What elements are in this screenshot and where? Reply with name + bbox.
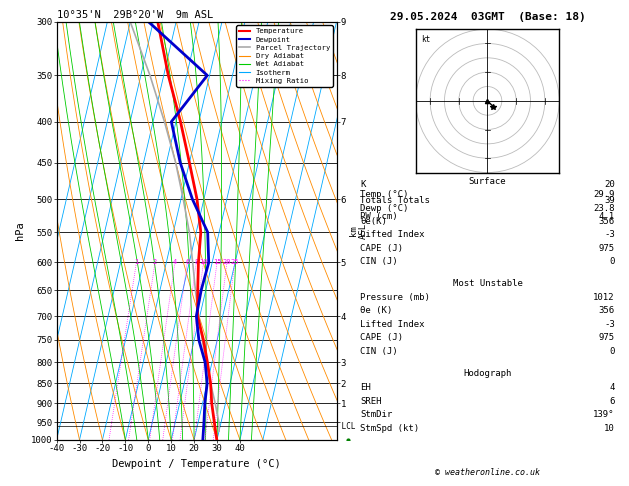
Text: 356: 356 xyxy=(599,217,615,226)
Text: -3: -3 xyxy=(604,320,615,329)
Y-axis label: km
ASL: km ASL xyxy=(349,223,368,239)
Text: 39: 39 xyxy=(604,196,615,205)
Text: StmDir: StmDir xyxy=(360,410,392,419)
Text: 20: 20 xyxy=(604,180,615,189)
Text: Lifted Index: Lifted Index xyxy=(360,320,425,329)
Text: 29.9: 29.9 xyxy=(593,191,615,199)
Text: θe(K): θe(K) xyxy=(360,217,387,226)
Text: 23.8: 23.8 xyxy=(593,204,615,213)
Text: SREH: SREH xyxy=(360,397,382,406)
Text: 1: 1 xyxy=(135,260,138,265)
X-axis label: Dewpoint / Temperature (°C): Dewpoint / Temperature (°C) xyxy=(112,459,281,469)
Text: 4: 4 xyxy=(610,383,615,392)
Text: 975: 975 xyxy=(599,333,615,342)
Text: 10: 10 xyxy=(604,424,615,433)
Y-axis label: hPa: hPa xyxy=(15,222,25,240)
Text: 0: 0 xyxy=(610,347,615,356)
Text: kt: kt xyxy=(421,35,431,44)
Text: EH: EH xyxy=(360,383,371,392)
Text: 2: 2 xyxy=(153,260,157,265)
Text: Totals Totals: Totals Totals xyxy=(360,196,430,205)
Text: 15: 15 xyxy=(213,260,221,265)
Text: Surface: Surface xyxy=(469,177,506,186)
Text: Most Unstable: Most Unstable xyxy=(452,279,523,288)
Text: θe (K): θe (K) xyxy=(360,306,392,315)
Text: 4: 4 xyxy=(173,260,177,265)
Text: 29.05.2024  03GMT  (Base: 18): 29.05.2024 03GMT (Base: 18) xyxy=(389,12,586,22)
Text: LCL: LCL xyxy=(337,422,355,431)
Text: StmSpd (kt): StmSpd (kt) xyxy=(360,424,420,433)
Text: 6: 6 xyxy=(185,260,189,265)
Text: CAPE (J): CAPE (J) xyxy=(360,333,403,342)
Text: 10°35'N  29B°20'W  9m ASL: 10°35'N 29B°20'W 9m ASL xyxy=(57,10,213,20)
Text: 975: 975 xyxy=(599,243,615,253)
Text: CAPE (J): CAPE (J) xyxy=(360,243,403,253)
Text: 8: 8 xyxy=(194,260,198,265)
Text: Temp (°C): Temp (°C) xyxy=(360,191,409,199)
Text: Hodograph: Hodograph xyxy=(464,369,511,378)
Text: 25: 25 xyxy=(231,260,239,265)
Text: 0: 0 xyxy=(610,257,615,266)
Text: K: K xyxy=(360,180,365,189)
Text: PW (cm): PW (cm) xyxy=(360,212,398,221)
Text: 4.1: 4.1 xyxy=(599,212,615,221)
Text: 139°: 139° xyxy=(593,410,615,419)
Text: Dewp (°C): Dewp (°C) xyxy=(360,204,409,213)
Text: Lifted Index: Lifted Index xyxy=(360,230,425,239)
Text: © weatheronline.co.uk: © weatheronline.co.uk xyxy=(435,468,540,477)
Text: -3: -3 xyxy=(604,230,615,239)
Text: CIN (J): CIN (J) xyxy=(360,257,398,266)
Text: 356: 356 xyxy=(599,306,615,315)
Text: CIN (J): CIN (J) xyxy=(360,347,398,356)
Text: 20: 20 xyxy=(223,260,231,265)
Text: 1012: 1012 xyxy=(593,293,615,302)
Legend: Temperature, Dewpoint, Parcel Trajectory, Dry Adiabat, Wet Adiabat, Isotherm, Mi: Temperature, Dewpoint, Parcel Trajectory… xyxy=(236,25,333,87)
Text: 6: 6 xyxy=(610,397,615,406)
Text: 10: 10 xyxy=(199,260,208,265)
Text: Pressure (mb): Pressure (mb) xyxy=(360,293,430,302)
